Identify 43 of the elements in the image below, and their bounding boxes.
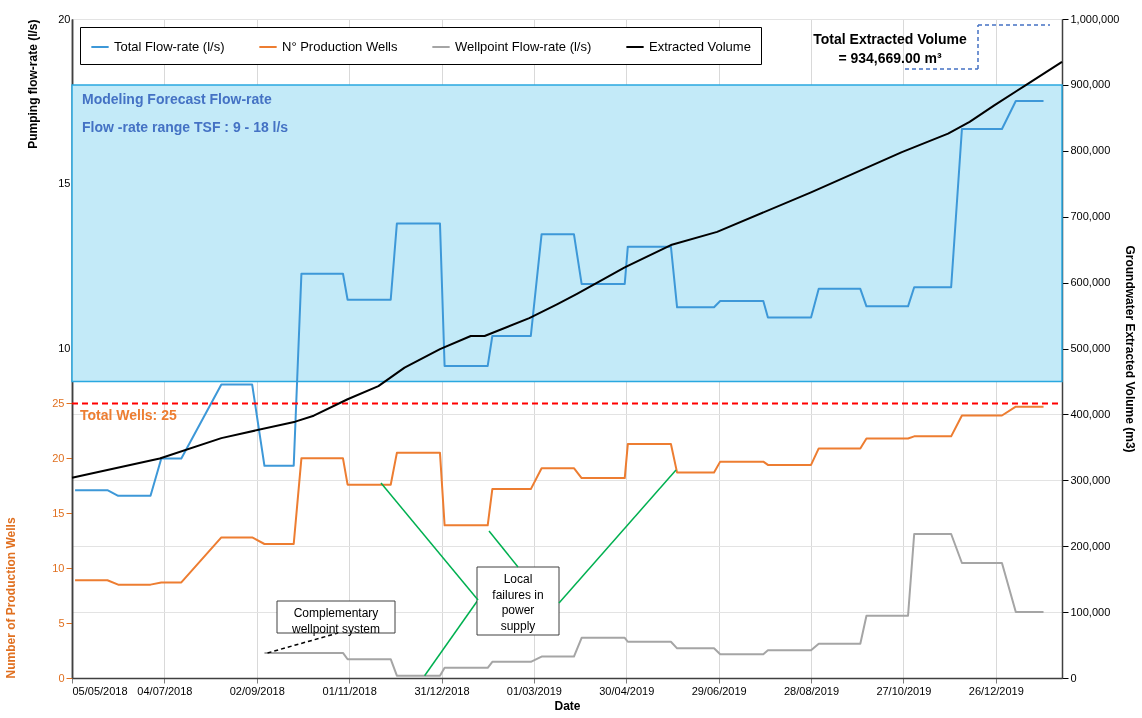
- ref-line-label: Total Wells: 25: [80, 407, 177, 424]
- y2-tick-label: 400,000: [1070, 407, 1111, 420]
- x-tick-label: 27/10/2019: [876, 684, 932, 697]
- y2-tick-label: 100,000: [1070, 605, 1111, 618]
- y2-axis-title: Groundwater Extracted Volume (m3): [1123, 245, 1138, 453]
- x-tick-label: 29/06/2019: [691, 684, 747, 697]
- y-axis-title: Pumping flow-rate (l/s): [26, 19, 41, 149]
- line-series: [74, 405, 1045, 586]
- y-tick-label: 15: [58, 177, 71, 190]
- y3-tick-label: 5: [58, 616, 65, 629]
- x-tick-label: 05/05/2018: [72, 684, 128, 697]
- x-tick-label: 02/09/2018: [229, 684, 285, 697]
- y2-tick-label: 200,000: [1070, 539, 1111, 552]
- y2-tick-label: 300,000: [1070, 473, 1111, 486]
- y2-tick-label: 800,000: [1070, 144, 1111, 157]
- x-tick-label: 01/11/2018: [322, 684, 377, 697]
- y2-tick-label: 1,000,000: [1070, 12, 1120, 25]
- y3-tick-label: 25: [52, 396, 65, 409]
- band-label: Modeling Forecast Flow-rate Flow -rate range TSF : 9 - 18 l/s: [82, 90, 289, 135]
- annotation: Local failures in power supply: [492, 572, 544, 633]
- annotation: Complementary wellpoint system: [290, 606, 381, 636]
- x-tick-label: 31/12/2018: [414, 684, 470, 697]
- legend-label: N° Production Wells: [282, 39, 398, 54]
- annotation: Total Extracted Volume = 934,669.00 m³: [813, 31, 967, 66]
- y2-tick-label: 700,000: [1070, 210, 1111, 223]
- x-tick-label: 26/12/2019: [968, 684, 1024, 697]
- y2-tick-label: 500,000: [1070, 342, 1111, 354]
- x-tick-label: 04/07/2018: [137, 684, 193, 697]
- x-axis-title: Date: [554, 698, 581, 713]
- y2-tick-label: 600,000: [1070, 276, 1111, 289]
- y3-tick-label: 0: [58, 671, 65, 684]
- y2-tick-label: 0: [1070, 671, 1077, 684]
- y-tick-label: 20: [58, 12, 71, 25]
- y3-axis-title: Number of Production Wells: [4, 517, 19, 679]
- x-tick-label: 28/08/2019: [784, 684, 840, 697]
- legend-label: Extracted Volume: [649, 39, 751, 54]
- x-tick-label: 30/04/2019: [599, 684, 655, 697]
- legend-label: Wellpoint Flow-rate (l/s): [455, 39, 592, 54]
- line-series: [263, 533, 1045, 677]
- x-tick-label: 01/03/2019: [506, 684, 562, 697]
- y-tick-label: 10: [58, 342, 71, 354]
- legend-label: Total Flow-rate (l/s): [114, 39, 225, 54]
- y2-tick-label: 900,000: [1070, 78, 1111, 91]
